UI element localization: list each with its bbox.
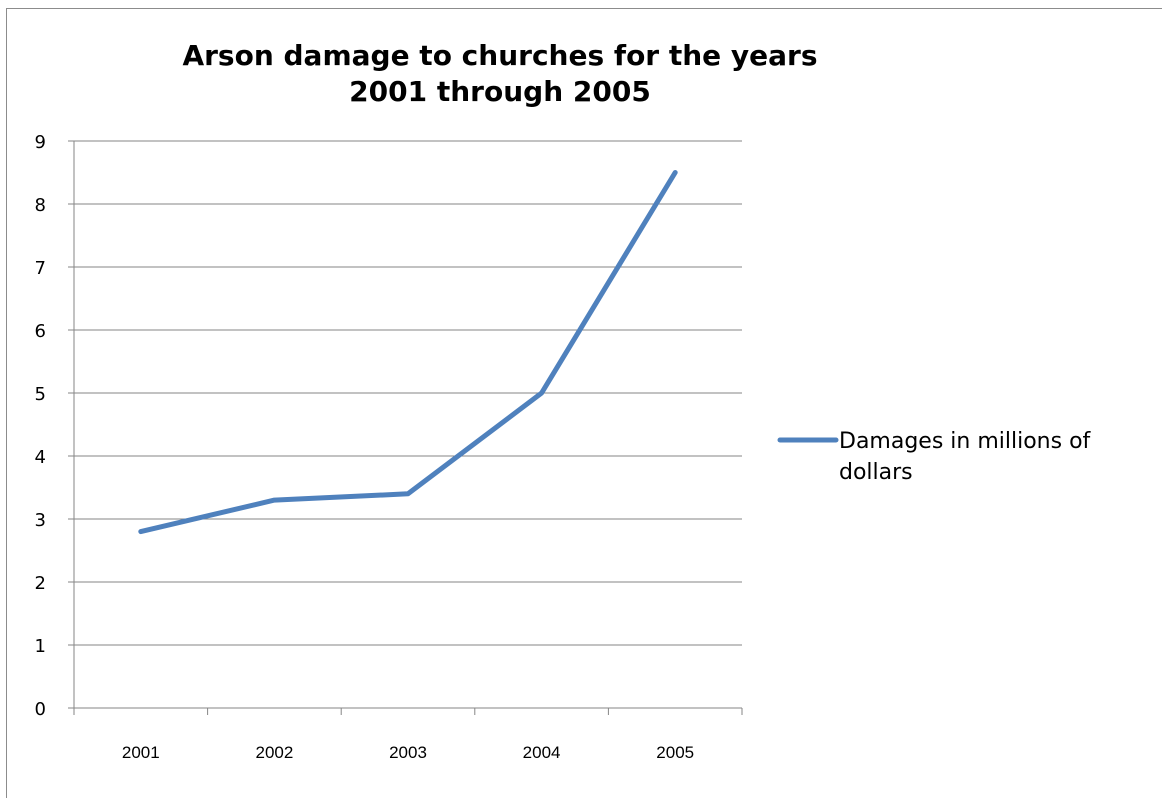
y-tick-label-9: 9	[35, 132, 46, 153]
y-tick-label-3: 3	[35, 510, 46, 531]
y-tick-label-0: 0	[35, 699, 46, 720]
x-tick-labels: 2001 2002 2003 2004 2005	[122, 743, 694, 762]
y-tick-label-7: 7	[35, 258, 46, 279]
y-tick-label-6: 6	[35, 321, 46, 342]
y-tick-label-1: 1	[35, 636, 46, 657]
y-tick-label-8: 8	[35, 195, 46, 216]
series-group	[141, 172, 676, 531]
x-tick-label-2005: 2005	[656, 743, 694, 762]
y-tick-label-4: 4	[35, 447, 46, 468]
series-line-0	[141, 173, 675, 532]
x-tick-label-2003: 2003	[389, 743, 427, 762]
x-tick-label-2004: 2004	[523, 743, 561, 762]
x-tick-label-2002: 2002	[255, 743, 293, 762]
y-tick-labels: 0 1 2 3 4 5 6 7 8 9	[35, 132, 46, 720]
gridlines	[74, 141, 742, 645]
y-tick-label-5: 5	[35, 384, 46, 405]
y-tick-label-2: 2	[35, 573, 46, 594]
x-tick-label-2001: 2001	[122, 743, 160, 762]
